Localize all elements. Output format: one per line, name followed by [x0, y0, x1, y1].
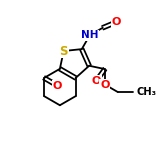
Text: O: O	[91, 76, 101, 86]
Text: CH₃: CH₃	[137, 87, 157, 97]
Text: O: O	[112, 17, 121, 27]
Text: O: O	[53, 81, 62, 91]
Text: S: S	[59, 45, 68, 58]
Text: O: O	[100, 80, 109, 90]
Text: NH: NH	[81, 30, 99, 40]
